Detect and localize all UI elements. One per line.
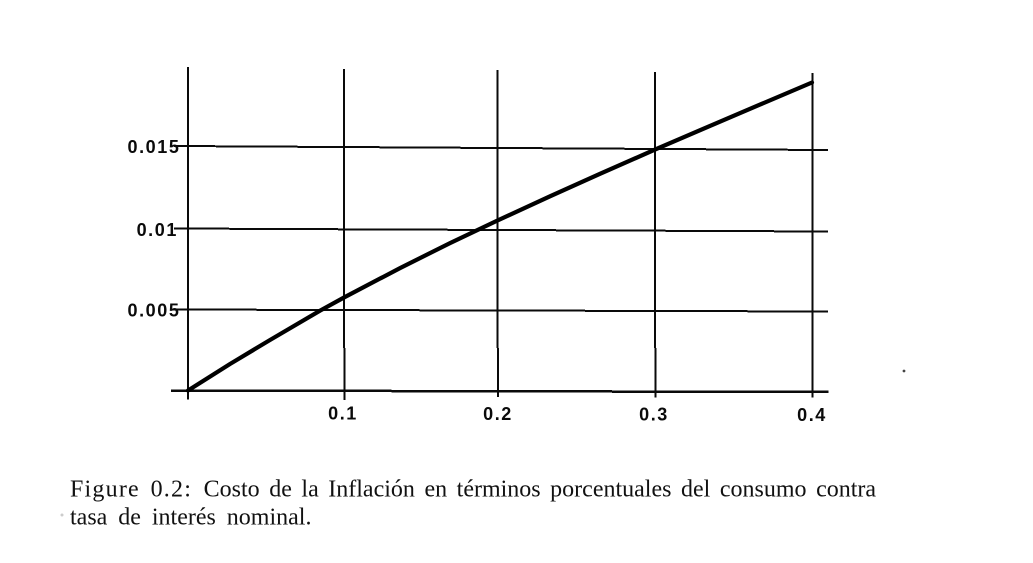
svg-text:tasa de interés nominal.: tasa de interés nominal. — [70, 505, 311, 531]
svg-text:0.1: 0.1 — [328, 404, 358, 424]
svg-text:0.015: 0.015 — [127, 137, 180, 157]
svg-text:0.2: 0.2 — [483, 404, 513, 424]
svg-text:0.3: 0.3 — [639, 405, 669, 425]
svg-text:0.005: 0.005 — [127, 301, 180, 321]
svg-text:Figure 0.2: Costo de la Infla: Figure 0.2: Costo de la Inflación en tér… — [70, 477, 876, 503]
svg-text:0.4: 0.4 — [797, 405, 827, 425]
svg-text:0.01: 0.01 — [137, 220, 178, 240]
